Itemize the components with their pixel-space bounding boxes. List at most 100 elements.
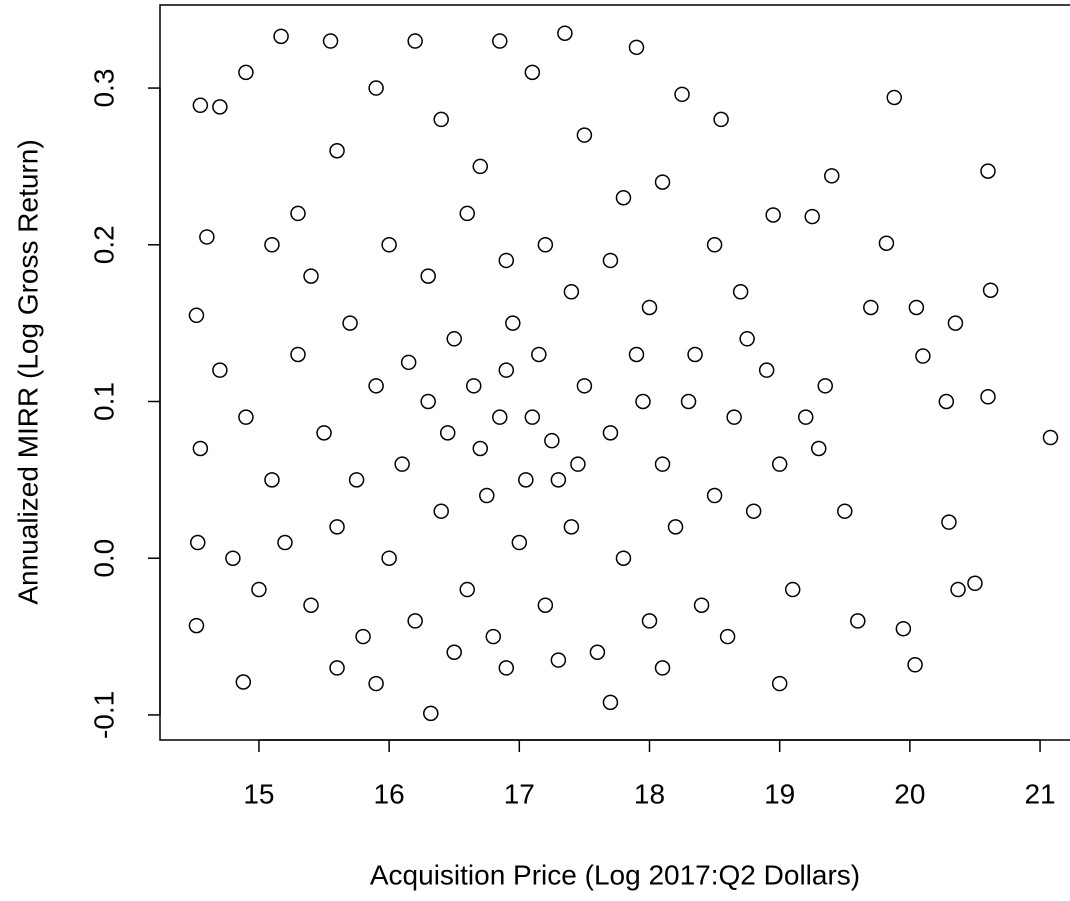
point [498, 252, 515, 269]
point [472, 440, 489, 457]
point [915, 348, 931, 364]
point [947, 315, 964, 331]
point [238, 409, 254, 425]
point [511, 534, 528, 551]
point [329, 142, 345, 159]
point [602, 694, 619, 711]
point [329, 519, 345, 535]
y-tick-label: 0.1 [88, 382, 119, 421]
y-tick-label: 0.3 [88, 69, 119, 108]
point [446, 644, 462, 660]
point [518, 472, 534, 488]
point [368, 675, 384, 692]
point [895, 620, 912, 637]
point [602, 252, 619, 269]
point [982, 282, 999, 298]
point [745, 503, 762, 519]
point [238, 64, 254, 81]
point [693, 597, 710, 613]
point [654, 456, 671, 472]
point [524, 409, 541, 425]
point [407, 613, 423, 629]
point [537, 237, 554, 253]
point [797, 409, 814, 425]
point [784, 581, 801, 598]
point [264, 472, 280, 488]
point [329, 660, 345, 676]
point [537, 597, 554, 613]
point [459, 205, 475, 222]
point [188, 617, 205, 634]
point [907, 657, 923, 673]
x-tick-label: 19 [764, 778, 795, 809]
x-tick-label: 21 [1024, 778, 1055, 809]
point [433, 111, 449, 128]
point [524, 64, 541, 81]
point [303, 597, 319, 613]
point [199, 229, 215, 245]
point [654, 660, 671, 676]
point [316, 425, 332, 441]
point [368, 80, 384, 96]
point [557, 25, 573, 41]
x-tick-label: 20 [894, 778, 925, 809]
point [192, 440, 209, 457]
x-tick-label: 15 [243, 778, 274, 809]
point [706, 237, 723, 253]
plot-box [159, 4, 1070, 741]
point [479, 487, 495, 504]
point [400, 354, 417, 371]
point [732, 284, 749, 300]
point [290, 205, 306, 222]
point [423, 705, 439, 722]
point [225, 550, 241, 566]
x-tick-label: 16 [374, 778, 405, 809]
point [439, 425, 456, 441]
point [726, 409, 742, 425]
point [459, 581, 475, 598]
point [980, 163, 996, 179]
point [635, 393, 651, 410]
point [908, 299, 925, 316]
point [713, 111, 729, 128]
point [810, 440, 827, 457]
point [550, 652, 567, 668]
point [886, 89, 902, 106]
point [192, 97, 209, 114]
point [938, 393, 955, 410]
point [235, 674, 252, 690]
point [498, 362, 515, 378]
point [420, 393, 436, 410]
point [615, 190, 632, 206]
point [273, 28, 289, 45]
point [368, 378, 384, 394]
point [628, 346, 645, 363]
point [498, 660, 515, 676]
point [824, 168, 840, 184]
point [1042, 429, 1059, 446]
point [570, 456, 586, 472]
point [758, 362, 775, 378]
y-tick-label: 0.0 [88, 539, 119, 578]
point [355, 628, 371, 645]
point [950, 581, 966, 598]
point [433, 503, 449, 519]
point [771, 456, 788, 472]
y-axis-label: Annualized MIRR (Log Gross Return) [12, 139, 43, 604]
point [381, 550, 397, 566]
point [941, 514, 957, 530]
point [394, 456, 410, 472]
point [967, 575, 983, 592]
point [706, 487, 723, 504]
point [212, 99, 228, 115]
point [264, 237, 280, 253]
point [765, 207, 781, 223]
point [472, 158, 489, 175]
point [576, 378, 593, 394]
point [407, 33, 423, 49]
point [576, 127, 593, 143]
point [863, 299, 879, 316]
point [212, 362, 228, 378]
point [485, 628, 502, 645]
